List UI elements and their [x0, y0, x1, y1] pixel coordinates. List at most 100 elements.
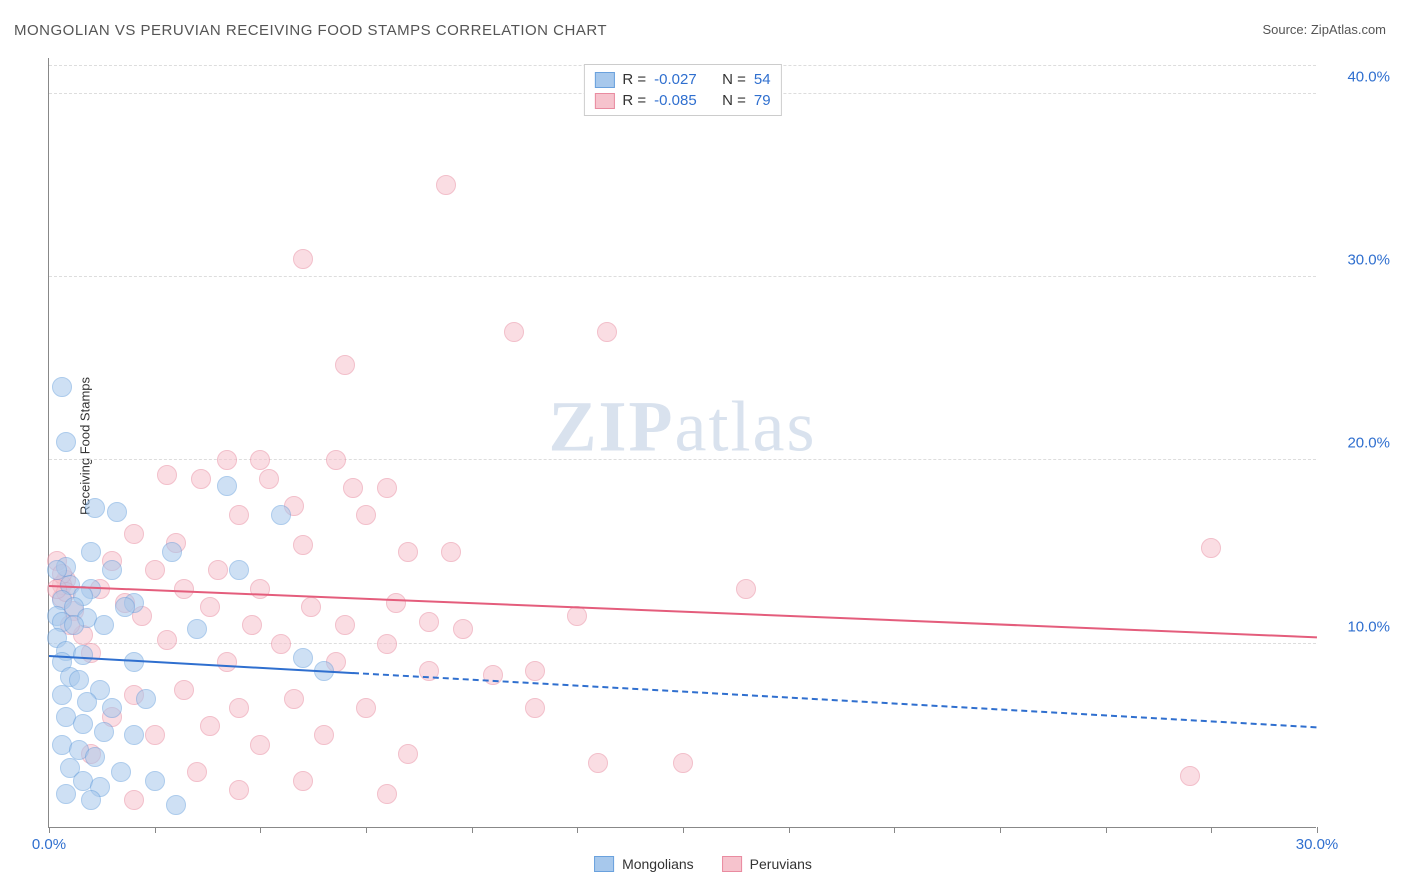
- point-peruvians: [398, 744, 418, 764]
- point-peruvians: [567, 606, 587, 626]
- scatter-plot: ZIPatlas R =-0.027N =54R =-0.085N =79 10…: [48, 58, 1316, 828]
- point-peruvians: [441, 542, 461, 562]
- point-mongolians: [69, 670, 89, 690]
- legend-item: Mongolians: [594, 856, 694, 872]
- x-tick: [1106, 827, 1107, 833]
- trendline-mongolians-extrap: [353, 672, 1317, 728]
- legend-row: R =-0.085N =79: [594, 90, 770, 111]
- point-mongolians: [166, 795, 186, 815]
- legend-swatch: [594, 72, 614, 88]
- point-peruvians: [377, 478, 397, 498]
- point-peruvians: [343, 478, 363, 498]
- point-peruvians: [271, 634, 291, 654]
- point-mongolians: [293, 648, 313, 668]
- point-peruvians: [335, 615, 355, 635]
- point-peruvians: [200, 597, 220, 617]
- point-mongolians: [85, 747, 105, 767]
- point-peruvians: [356, 698, 376, 718]
- point-peruvians: [525, 661, 545, 681]
- point-peruvians: [217, 652, 237, 672]
- point-mongolians: [187, 619, 207, 639]
- legend-swatch: [722, 856, 742, 872]
- point-peruvians: [377, 784, 397, 804]
- point-mongolians: [94, 615, 114, 635]
- point-peruvians: [314, 725, 334, 745]
- x-tick: [1317, 827, 1318, 833]
- x-tick: [789, 827, 790, 833]
- gridline: [49, 276, 1316, 277]
- y-tick-label: 30.0%: [1347, 252, 1390, 269]
- point-peruvians: [157, 630, 177, 650]
- point-peruvians: [191, 469, 211, 489]
- point-peruvians: [398, 542, 418, 562]
- x-tick: [49, 827, 50, 833]
- point-peruvians: [242, 615, 262, 635]
- point-peruvians: [250, 450, 270, 470]
- point-peruvians: [145, 725, 165, 745]
- point-mongolians: [85, 498, 105, 518]
- trendline-peruvians: [49, 585, 1317, 638]
- y-tick-label: 20.0%: [1347, 435, 1390, 452]
- point-peruvians: [588, 753, 608, 773]
- legend-row: R =-0.027N =54: [594, 69, 770, 90]
- point-peruvians: [673, 753, 693, 773]
- point-mongolians: [56, 784, 76, 804]
- point-mongolians: [271, 505, 291, 525]
- point-mongolians: [107, 502, 127, 522]
- point-peruvians: [124, 524, 144, 544]
- point-peruvians: [187, 762, 207, 782]
- point-mongolians: [162, 542, 182, 562]
- point-mongolians: [52, 685, 72, 705]
- point-peruvians: [453, 619, 473, 639]
- point-peruvians: [250, 735, 270, 755]
- legend-label: Peruvians: [750, 856, 812, 872]
- point-peruvians: [293, 249, 313, 269]
- point-peruvians: [386, 593, 406, 613]
- point-peruvians: [200, 716, 220, 736]
- point-peruvians: [736, 579, 756, 599]
- chart-title: MONGOLIAN VS PERUVIAN RECEIVING FOOD STA…: [14, 22, 607, 39]
- x-tick: [577, 827, 578, 833]
- watermark: ZIPatlas: [549, 386, 817, 469]
- gridline: [49, 459, 1316, 460]
- point-mongolians: [111, 762, 131, 782]
- x-tick-label: 30.0%: [1296, 836, 1339, 853]
- correlation-legend: R =-0.027N =54R =-0.085N =79: [583, 64, 781, 116]
- point-mongolians: [56, 432, 76, 452]
- point-peruvians: [284, 689, 304, 709]
- y-tick-label: 10.0%: [1347, 618, 1390, 635]
- point-mongolians: [229, 560, 249, 580]
- point-mongolians: [52, 377, 72, 397]
- point-peruvians: [356, 505, 376, 525]
- point-peruvians: [293, 535, 313, 555]
- x-tick: [1211, 827, 1212, 833]
- x-tick: [894, 827, 895, 833]
- x-tick: [472, 827, 473, 833]
- point-peruvians: [436, 175, 456, 195]
- point-peruvians: [217, 450, 237, 470]
- legend-item: Peruvians: [722, 856, 812, 872]
- legend-swatch: [594, 856, 614, 872]
- point-mongolians: [94, 722, 114, 742]
- point-peruvians: [229, 505, 249, 525]
- point-peruvians: [174, 680, 194, 700]
- x-tick: [260, 827, 261, 833]
- point-peruvians: [326, 450, 346, 470]
- x-tick: [155, 827, 156, 833]
- point-mongolians: [124, 725, 144, 745]
- point-mongolians: [136, 689, 156, 709]
- point-peruvians: [174, 579, 194, 599]
- point-peruvians: [259, 469, 279, 489]
- point-peruvians: [1201, 538, 1221, 558]
- gridline: [49, 643, 1316, 644]
- point-peruvians: [157, 465, 177, 485]
- point-peruvians: [229, 698, 249, 718]
- y-tick-label: 40.0%: [1347, 68, 1390, 85]
- point-mongolians: [77, 692, 97, 712]
- point-peruvians: [301, 597, 321, 617]
- point-mongolians: [73, 645, 93, 665]
- series-legend: Mongolians Peruvians: [594, 856, 812, 872]
- x-tick: [366, 827, 367, 833]
- point-peruvians: [335, 355, 355, 375]
- point-mongolians: [102, 698, 122, 718]
